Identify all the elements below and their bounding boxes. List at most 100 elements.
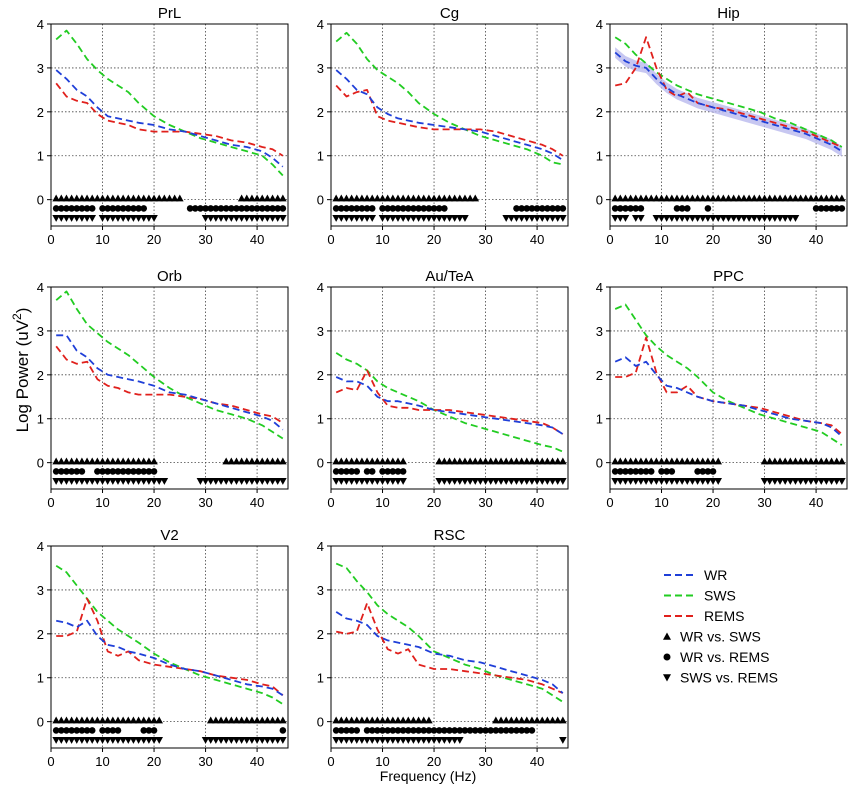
sig-marker-wr-vs-rems (709, 468, 717, 475)
sig-marker-wr-vs-rems (338, 205, 345, 212)
sig-marker-wr-vs-rems (384, 727, 391, 734)
sig-marker-wr-vs-rems (332, 727, 340, 734)
sig-marker-wr-vs-sws (522, 716, 531, 724)
sig-marker-wr-vs-rems (632, 205, 640, 212)
sig-marker-wr-vs-rems (508, 727, 515, 734)
sig-marker-wr-vs-sws (399, 194, 407, 202)
legend-label: REMS (704, 608, 744, 624)
sig-marker-wr-vs-rems (828, 205, 835, 212)
sig-marker-wr-vs-sws (704, 457, 712, 465)
sig-marker-wr-vs-sws (440, 194, 449, 202)
sig-marker-sws-vs-rems (332, 478, 340, 485)
sig-marker-wr-vs-sws (668, 457, 676, 465)
sig-marker-wr-vs-rems (109, 468, 117, 475)
sig-marker-wr-vs-rems (279, 205, 287, 212)
y-tick-label: 2 (317, 368, 324, 383)
sig-marker-wr-vs-sws (78, 716, 86, 724)
sig-marker-wr-vs-sws (114, 457, 122, 465)
sig-marker-sws-vs-rems (435, 478, 443, 485)
sig-marker-sws-vs-rems (817, 478, 826, 485)
sig-marker-wr-vs-sws (445, 457, 454, 465)
sig-marker-wr-vs-rems (627, 205, 634, 212)
sig-marker-wr-vs-sws (466, 194, 474, 202)
x-tick-label: 20 (706, 495, 720, 510)
sig-marker-sws-vs-rems (78, 478, 86, 485)
sig-marker-wr-vs-sws (83, 194, 91, 202)
plot-frame (330, 545, 569, 749)
sig-marker-wr-vs-sws (616, 194, 625, 202)
sig-marker-wr-vs-rems (348, 468, 355, 475)
sig-marker-sws-vs-rems (512, 215, 521, 222)
sig-marker-sws-vs-rems (394, 478, 402, 485)
sig-marker-sws-vs-rems (363, 215, 371, 222)
y-tick-label: 1 (317, 412, 324, 427)
sig-marker-wr-vs-sws (637, 194, 645, 202)
sig-marker-sws-vs-rems (103, 478, 112, 485)
sig-marker-wr-vs-sws (801, 457, 810, 465)
sig-marker-wr-vs-sws (812, 194, 820, 202)
sig-marker-wr-vs-sws (352, 457, 361, 465)
sig-marker-sws-vs-rems (760, 478, 769, 485)
sig-marker-wr-vs-sws (533, 457, 541, 465)
sig-marker-wr-vs-sws (528, 457, 536, 465)
sig-marker-wr-vs-sws (114, 194, 122, 202)
sig-marker-sws-vs-rems (363, 478, 371, 485)
sig-marker-wr-vs-sws (268, 194, 277, 202)
sig-marker-sws-vs-rems (253, 215, 261, 222)
sig-marker-wr-vs-sws (476, 457, 485, 465)
sig-marker-wr-vs-sws (435, 194, 443, 202)
sig-marker-sws-vs-rems (430, 737, 438, 744)
plot-frame (50, 23, 289, 227)
sig-marker-wr-vs-sws (342, 716, 351, 724)
sig-marker-wr-vs-sws (109, 194, 117, 202)
sig-marker-wr-vs-sws (486, 457, 495, 465)
sig-marker-sws-vs-rems (258, 478, 267, 485)
x-tick-label: 0 (606, 495, 613, 510)
sig-marker-wr-vs-sws (445, 194, 454, 202)
sig-marker-wr-vs-sws (838, 194, 846, 202)
sig-marker-wr-vs-sws (461, 194, 469, 202)
sig-marker-wr-vs-sws (62, 457, 71, 465)
sig-marker-wr-vs-rems (812, 205, 820, 212)
sig-marker-sws-vs-rems (52, 478, 60, 485)
sig-marker-sws-vs-rems (98, 737, 107, 744)
sig-marker-sws-vs-rems (389, 478, 397, 485)
series-line-sws (335, 562, 564, 703)
sig-marker-sws-vs-rems (72, 737, 81, 744)
sig-marker-sws-vs-rems (342, 737, 351, 744)
sig-marker-sws-vs-rems (729, 215, 738, 222)
sig-marker-sws-vs-rems (771, 478, 779, 485)
sig-marker-sws-vs-rems (430, 215, 438, 222)
sig-marker-wr-vs-rems (140, 205, 148, 212)
x-tick-label: 40 (809, 232, 823, 247)
sig-marker-sws-vs-rems (662, 478, 671, 485)
sig-marker-wr-vs-sws (497, 457, 505, 465)
y-tick-label: 3 (596, 324, 603, 339)
sig-marker-sws-vs-rems (119, 215, 127, 222)
x-tick-label: 10 (654, 232, 668, 247)
x-tick-label: 10 (654, 495, 668, 510)
sig-marker-wr-vs-rems (114, 468, 122, 475)
sig-marker-sws-vs-rems (440, 737, 449, 744)
sig-marker-wr-vs-rems (104, 727, 111, 734)
sig-marker-wr-vs-rems (673, 205, 681, 212)
sig-marker-sws-vs-rems (481, 478, 490, 485)
sig-marker-sws-vs-rems (114, 737, 122, 744)
sig-marker-wr-vs-rems (379, 468, 386, 475)
sig-marker-wr-vs-rems (135, 468, 142, 475)
series-line-wr (614, 51, 843, 153)
sig-marker-sws-vs-rems (456, 215, 464, 222)
sig-marker-wr-vs-sws (497, 716, 505, 724)
sig-marker-wr-vs-rems (617, 205, 624, 212)
sig-marker-wr-vs-sws (114, 716, 122, 724)
sig-marker-sws-vs-rems (145, 215, 153, 222)
sig-marker-wr-vs-sws (507, 457, 516, 465)
y-tick-label: 1 (317, 671, 324, 686)
sig-marker-sws-vs-rems (678, 215, 686, 222)
x-tick-label: 10 (95, 754, 109, 769)
sig-marker-wr-vs-rems (212, 205, 220, 212)
sig-marker-sws-vs-rems (709, 215, 717, 222)
sig-marker-sws-vs-rems (253, 737, 261, 744)
sig-marker-wr-vs-rems (233, 205, 240, 212)
sig-marker-wr-vs-rems (140, 468, 148, 475)
